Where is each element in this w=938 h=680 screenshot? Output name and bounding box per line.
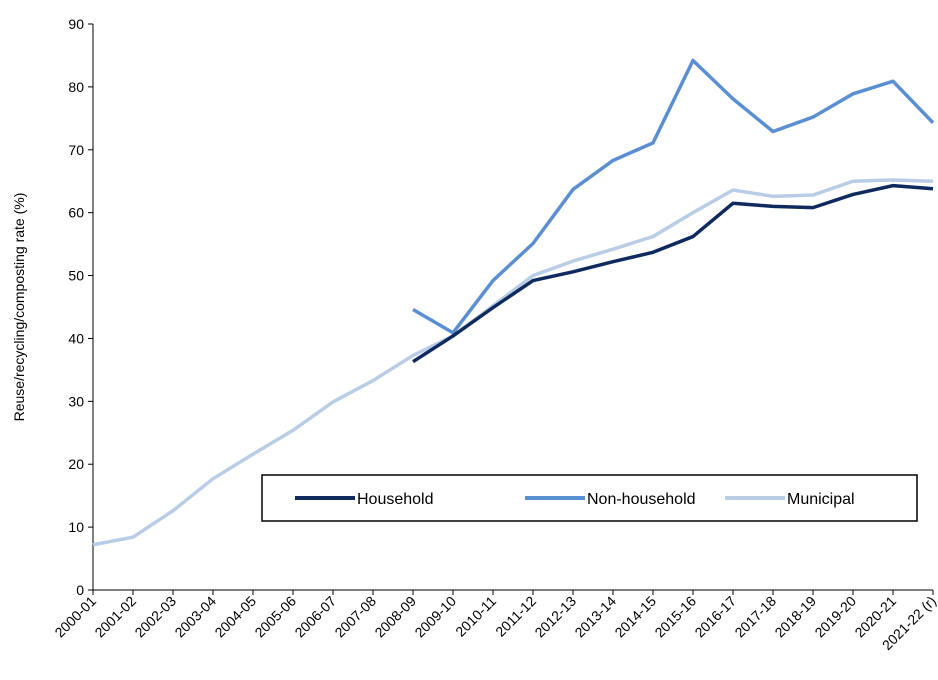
x-tick-label: 2016-17	[691, 593, 739, 641]
y-tick-label: 70	[68, 142, 84, 158]
y-tick-label: 90	[68, 16, 84, 32]
x-tick-label: 2010-11	[452, 593, 499, 640]
x-tick-label: 2003-04	[171, 593, 219, 641]
legend-box	[261, 474, 918, 522]
x-tick-label: 2000-01	[51, 593, 99, 641]
x-tick-label: 2001-02	[91, 593, 139, 641]
x-tick-label: 2004-05	[211, 593, 259, 641]
x-tick-label: 2007-08	[331, 593, 379, 641]
legend-label: Non-household	[587, 491, 696, 508]
y-tick-label: 80	[68, 79, 84, 95]
y-tick-label: 50	[68, 268, 84, 284]
series-line	[412, 58, 935, 335]
legend-label: Household	[357, 491, 434, 508]
y-tick-label: 20	[68, 456, 84, 472]
x-tick-label: 2015-16	[651, 593, 699, 641]
y-axis-label: Reuse/recycling/composting rate (%)	[11, 193, 27, 422]
x-tick-label: 2019-20	[811, 593, 859, 641]
x-tick-label: 2017-18	[731, 593, 779, 641]
x-tick-label: 2006-07	[291, 593, 339, 641]
y-tick-label: 30	[68, 393, 84, 409]
series-line	[412, 183, 934, 364]
x-tick-label: 2011-12	[492, 593, 539, 640]
x-tick-label: 2014-15	[611, 593, 659, 641]
x-tick-label: 2002-03	[131, 593, 179, 641]
x-tick-label: 2005-06	[251, 593, 299, 641]
y-tick-label: 40	[68, 330, 84, 346]
y-tick-label: 60	[68, 205, 84, 221]
x-tick-label: 2008-09	[371, 593, 419, 641]
y-tick-label: 0	[76, 582, 84, 598]
legend-label: Municipal	[787, 491, 855, 508]
series-line	[92, 178, 934, 547]
x-tick-label: 2018-19	[771, 593, 819, 641]
x-tick-label: 2013-14	[571, 593, 619, 641]
y-tick-label: 10	[68, 519, 84, 535]
x-tick-label: 2012-13	[531, 593, 579, 641]
x-tick-label: 2009-10	[411, 593, 459, 641]
